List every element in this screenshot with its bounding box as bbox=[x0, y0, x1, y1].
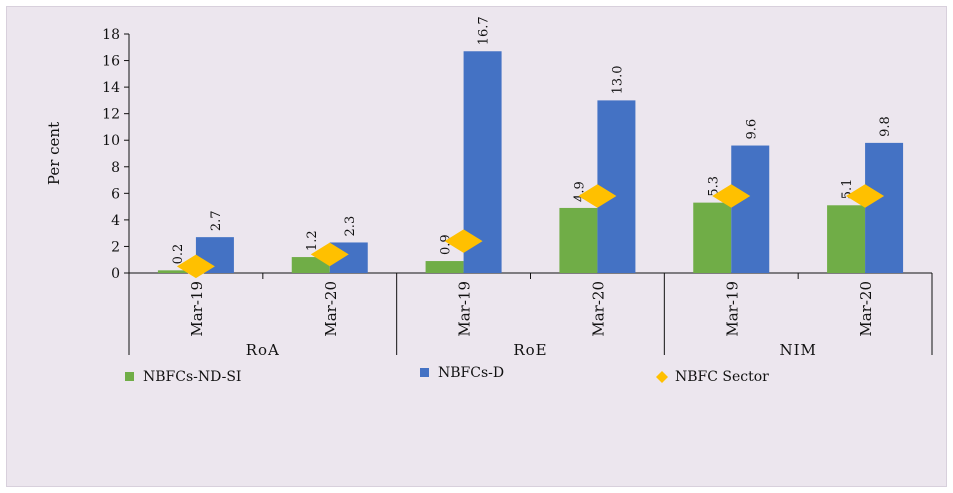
bar bbox=[425, 261, 464, 273]
bar bbox=[827, 205, 866, 273]
y-tick-label: 10 bbox=[102, 133, 120, 149]
group-label: RoE bbox=[513, 341, 547, 359]
marker-point bbox=[712, 184, 751, 208]
marker-point bbox=[444, 229, 483, 253]
category-label: Mar-20 bbox=[857, 281, 875, 337]
category-label: Mar-19 bbox=[723, 281, 741, 337]
bar bbox=[865, 142, 904, 273]
bar bbox=[731, 145, 770, 273]
marker-point bbox=[846, 184, 885, 208]
data-label: 9.8 bbox=[878, 116, 893, 137]
category-label: Mar-19 bbox=[188, 281, 206, 337]
bar bbox=[693, 202, 732, 273]
y-tick-label: 4 bbox=[111, 213, 120, 229]
y-tick-label: 0 bbox=[111, 266, 120, 282]
bar bbox=[559, 207, 598, 273]
legend-label: NBFCs-D bbox=[438, 365, 504, 381]
category-label: Mar-19 bbox=[456, 281, 474, 337]
data-label: 2.3 bbox=[343, 216, 358, 237]
legend-swatch bbox=[125, 372, 134, 381]
category-label: Mar-20 bbox=[322, 281, 340, 337]
bar-chart: 0 2 4 6 8 10 12 14 16 18 RoA Mar-19 0.2 2.7 Mar-20 1.2 2… bbox=[45, 16, 933, 385]
y-tick-label: 8 bbox=[111, 160, 120, 176]
y-tick-label: 2 bbox=[111, 239, 120, 255]
y-tick-label: 16 bbox=[102, 54, 120, 70]
y-tick-label: 18 bbox=[102, 27, 120, 43]
y-axis-title: Per cent bbox=[45, 122, 63, 185]
data-label: 13.0 bbox=[610, 65, 625, 94]
legend-swatch bbox=[656, 371, 668, 383]
legend-label: NBFC Sector bbox=[675, 369, 769, 385]
marker-point bbox=[578, 184, 617, 208]
data-label: 0.2 bbox=[171, 244, 186, 265]
category-label: Mar-20 bbox=[589, 281, 607, 337]
legend: NBFCs-ND-SI NBFCs-D NBFC Sector bbox=[125, 365, 769, 385]
data-label: 1.2 bbox=[305, 230, 320, 251]
legend-label: NBFCs-ND-SI bbox=[143, 369, 241, 385]
y-tick-label: 6 bbox=[111, 186, 120, 202]
data-label: 16.7 bbox=[477, 16, 492, 45]
plot-area: 0 2 4 6 8 10 12 14 16 18 RoA Mar-19 0.2 2.7 Mar-20 1.2 2… bbox=[102, 16, 933, 359]
marker-point bbox=[310, 242, 349, 267]
y-tick-label: 12 bbox=[102, 107, 120, 123]
chart-frame: 0 2 4 6 8 10 12 14 16 18 RoA Mar-19 0.2 2.7 Mar-20 1.2 2… bbox=[6, 6, 947, 487]
group-label: RoA bbox=[246, 341, 280, 359]
bar bbox=[291, 257, 330, 273]
group-label: NIM bbox=[779, 341, 816, 359]
data-label: 9.6 bbox=[744, 119, 759, 140]
bar bbox=[157, 270, 196, 273]
bar bbox=[597, 100, 636, 273]
data-label: 5.3 bbox=[706, 176, 721, 197]
y-tick-label: 14 bbox=[102, 80, 120, 96]
marker-point bbox=[176, 254, 215, 279]
legend-swatch bbox=[420, 368, 429, 377]
data-label: 2.7 bbox=[209, 210, 224, 231]
